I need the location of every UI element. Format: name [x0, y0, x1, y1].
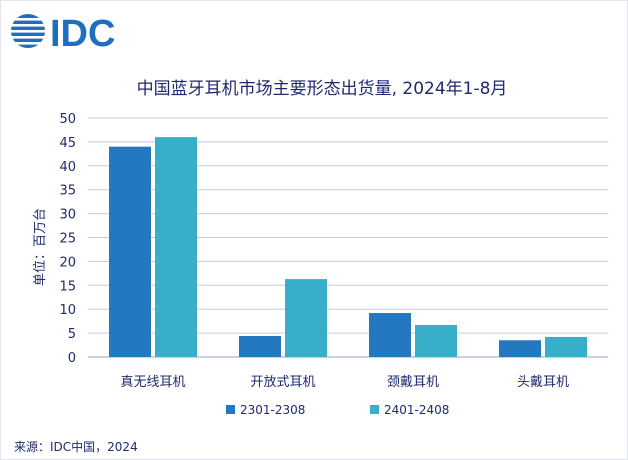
x-tick-label: 开放式耳机	[250, 375, 315, 390]
bar	[415, 324, 457, 357]
y-tick-label: 10	[59, 303, 76, 318]
y-tick-label: 20	[59, 255, 76, 270]
y-axis-label: 单位：百万台	[33, 208, 48, 286]
y-tick-label: 5	[68, 327, 76, 342]
y-tick-label: 15	[59, 279, 76, 294]
idc-logo: IDC	[10, 13, 115, 54]
legend-swatch	[226, 405, 235, 414]
legend-label: 2301-2308	[240, 403, 305, 417]
y-tick-label: 45	[59, 136, 76, 151]
bar	[239, 335, 281, 357]
chart-title: 中国蓝牙耳机市场主要形态出货量, 2024年1-8月	[137, 79, 508, 99]
logo-wordmark: IDC	[50, 13, 115, 54]
bar	[109, 146, 151, 357]
y-tick-label: 50	[59, 112, 76, 127]
bar	[155, 137, 197, 357]
y-tick-label: 35	[59, 184, 76, 199]
y-tick-label: 25	[59, 232, 76, 247]
globe-icon	[10, 14, 46, 48]
bar	[545, 336, 587, 357]
x-tick-label: 头戴耳机	[517, 375, 569, 390]
bar	[369, 313, 411, 357]
bar	[285, 279, 327, 357]
source-note: 来源：IDC中国，2024	[14, 440, 138, 454]
y-tick-label: 40	[59, 160, 76, 175]
x-tick-label: 真无线耳机	[120, 375, 185, 390]
legend-label: 2401-2408	[384, 403, 449, 417]
y-tick-label: 30	[59, 208, 76, 223]
y-tick-label: 0	[68, 351, 76, 366]
x-tick-label: 颈戴耳机	[387, 375, 439, 390]
legend-swatch	[370, 405, 379, 414]
bar	[499, 340, 541, 357]
